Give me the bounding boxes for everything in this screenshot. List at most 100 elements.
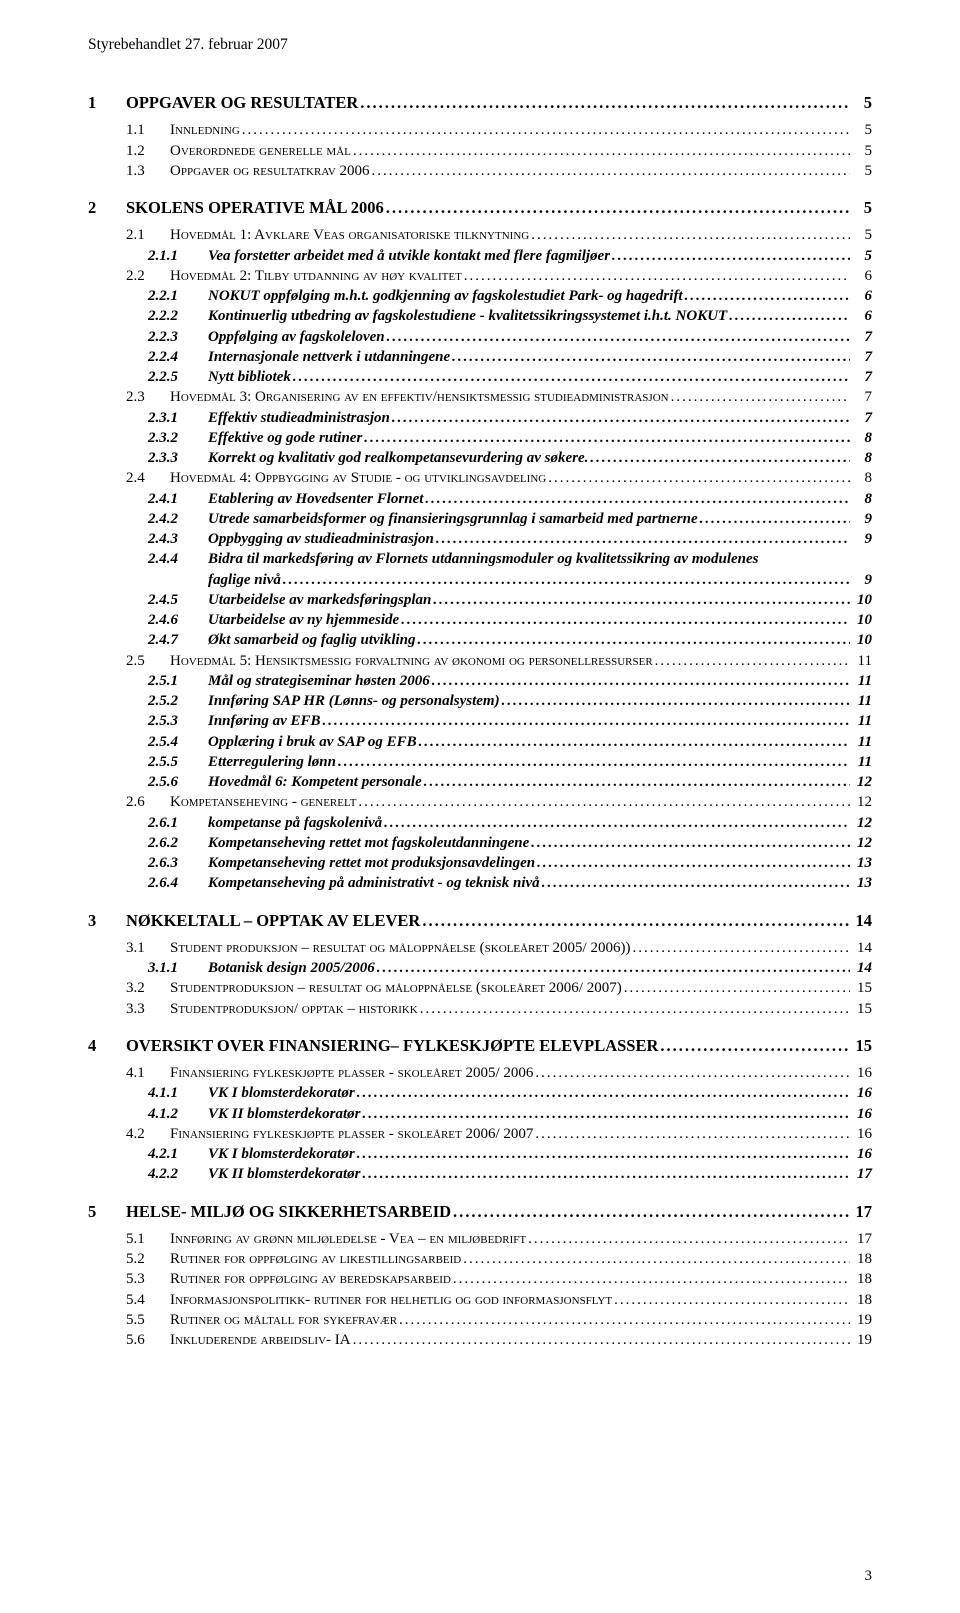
- toc-entry: faglige nivå9: [88, 570, 872, 590]
- toc-number: 5.2: [88, 1249, 170, 1269]
- toc-page: 6: [850, 306, 872, 326]
- toc-entry: 2.3.2Effektive og gode rutiner8: [88, 428, 872, 448]
- toc-number: 2.5.2: [88, 691, 208, 711]
- toc-page: 7: [850, 327, 872, 347]
- toc-label: Kompetanseheving rettet mot fagskoleutda…: [208, 833, 529, 853]
- toc-entry: 4.2.2VK II blomsterdekoratør17: [88, 1164, 872, 1184]
- toc-page: 18: [850, 1290, 872, 1310]
- toc-leader: [417, 732, 850, 752]
- toc-number: 2.3.1: [88, 408, 208, 428]
- toc-leader: [361, 1104, 850, 1124]
- toc-label: Hovedmål 5: Hensiktsmessig forvaltning a…: [170, 651, 653, 671]
- toc-number: 4.1.2: [88, 1104, 208, 1124]
- toc-page: 16: [850, 1144, 872, 1164]
- toc-leader: [416, 630, 850, 650]
- toc-label: Utarbeidelse av markedsføringsplan: [208, 590, 431, 610]
- toc-number: 2.4.4: [88, 549, 208, 569]
- toc-entry: 2.4.4Bidra til markedsføring av Flornets…: [88, 549, 872, 569]
- toc-label: VK I blomsterdekoratør: [208, 1083, 355, 1103]
- toc-number: 3.3: [88, 999, 170, 1019]
- toc-page: 5: [850, 120, 872, 140]
- toc-number: 2.4.5: [88, 590, 208, 610]
- toc-entry: 2.4.7Økt samarbeid og faglig utvikling10: [88, 630, 872, 650]
- toc-page: 11: [850, 651, 872, 671]
- toc-page: 13: [850, 853, 872, 873]
- toc-leader: [540, 873, 850, 893]
- toc-page: 5: [850, 197, 872, 219]
- toc-page: 11: [850, 711, 872, 731]
- toc-page: 11: [850, 691, 872, 711]
- toc-entry: 2.2.4Internasjonale nettverk i utdanning…: [88, 347, 872, 367]
- toc-entry: 5.1Innføring av grønn miljøledelse - Vea…: [88, 1229, 872, 1249]
- toc-entry: 4OVERSIKT OVER FINANSIERING– FYLKESKJØPT…: [88, 1035, 872, 1057]
- toc-label: Rutiner for oppfølging av likestillingsa…: [170, 1249, 461, 1269]
- toc-label: NOKUT oppfølging m.h.t. godkjenning av f…: [208, 286, 683, 306]
- toc-leader: [533, 1124, 850, 1144]
- toc-page: 14: [850, 958, 872, 978]
- toc-label: Utrede samarbeidsformer og finansierings…: [208, 509, 698, 529]
- toc-page: 10: [850, 610, 872, 630]
- toc-page: 12: [850, 792, 872, 812]
- toc-number: 2: [88, 197, 126, 219]
- toc-entry: 4.2.1VK I blomsterdekoratør16: [88, 1144, 872, 1164]
- toc-label: Etterregulering lønn: [208, 752, 336, 772]
- toc-leader: [291, 367, 850, 387]
- toc-label: Oppfølging av fagskoleloven: [208, 327, 385, 347]
- toc-number: 3.2: [88, 978, 170, 998]
- toc-entry: 1OPPGAVER OG RESULTATER5: [88, 92, 872, 114]
- toc-label: OVERSIKT OVER FINANSIERING– FYLKESKJØPTE…: [126, 1035, 658, 1057]
- toc-entry: 2.3.1Effektiv studieadministrasjon7: [88, 408, 872, 428]
- toc-number: 1.2: [88, 141, 170, 161]
- toc-page: 12: [850, 833, 872, 853]
- toc-number: 2.5.4: [88, 732, 208, 752]
- toc-entry: 2.2.1NOKUT oppfølging m.h.t. godkjenning…: [88, 286, 872, 306]
- toc-label: Inkluderende arbeidsliv- IA: [170, 1330, 351, 1350]
- toc-label: Studentproduksjon – resultat og måloppnå…: [170, 978, 622, 998]
- toc-entry: 2.2.2Kontinuerlig utbedring av fagskoles…: [88, 306, 872, 326]
- toc-number: 2.6.4: [88, 873, 208, 893]
- toc-label: Etablering av Hovedsenter Flornet: [208, 489, 423, 509]
- toc-leader: [399, 610, 850, 630]
- toc-number: 4.1.1: [88, 1083, 208, 1103]
- toc-leader: [355, 1144, 850, 1164]
- toc-label: Overordnede generelle mål: [170, 141, 351, 161]
- toc-label: kompetanse på fagskolenivå: [208, 813, 382, 833]
- toc-label: Utarbeidelse av ny hjemmeside: [208, 610, 399, 630]
- toc-page: 19: [850, 1330, 872, 1350]
- toc-page: 7: [850, 347, 872, 367]
- toc-page: 9: [850, 529, 872, 549]
- toc-leader: [658, 1035, 850, 1057]
- toc-number: 2.1.1: [88, 246, 208, 266]
- toc-page: 8: [850, 448, 872, 468]
- toc-label: Innledning: [170, 120, 240, 140]
- toc-page: 6: [850, 286, 872, 306]
- toc-leader: [461, 1249, 850, 1269]
- toc-number: 5.5: [88, 1310, 170, 1330]
- toc-label: Kompetanseheving på administrativt - og …: [208, 873, 540, 893]
- toc-page: 10: [850, 630, 872, 650]
- toc-label: Bidra til markedsføring av Flornets utda…: [208, 549, 759, 569]
- toc-number: 1.3: [88, 161, 170, 181]
- toc-number: 2.6.2: [88, 833, 208, 853]
- table-of-contents: 1OPPGAVER OG RESULTATER51.1Innledning51.…: [88, 92, 872, 1350]
- toc-label: Nytt bibliotek: [208, 367, 291, 387]
- toc-leader: [356, 792, 850, 812]
- toc-leader: [351, 141, 850, 161]
- toc-label: Hovedmål 4: Oppbygging av Studie - og ut…: [170, 468, 546, 488]
- toc-entry: 2.4.6Utarbeidelse av ny hjemmeside10: [88, 610, 872, 630]
- toc-label: VK II blomsterdekoratør: [208, 1164, 361, 1184]
- toc-page: 8: [850, 428, 872, 448]
- toc-page: 5: [850, 246, 872, 266]
- toc-page: 11: [850, 752, 872, 772]
- toc-entry: 4.2Finansiering fylkeskjøpte plasser - s…: [88, 1124, 872, 1144]
- toc-page: 15: [850, 1035, 872, 1057]
- toc-number: 2.5.5: [88, 752, 208, 772]
- toc-entry: 2.6Kompetanseheving - generelt12: [88, 792, 872, 812]
- toc-page: 13: [850, 873, 872, 893]
- toc-leader: [535, 853, 850, 873]
- toc-leader: [370, 161, 850, 181]
- toc-leader: [420, 910, 850, 932]
- toc-number: 2.5.6: [88, 772, 208, 792]
- toc-page: 18: [850, 1269, 872, 1289]
- toc-leader: [698, 509, 850, 529]
